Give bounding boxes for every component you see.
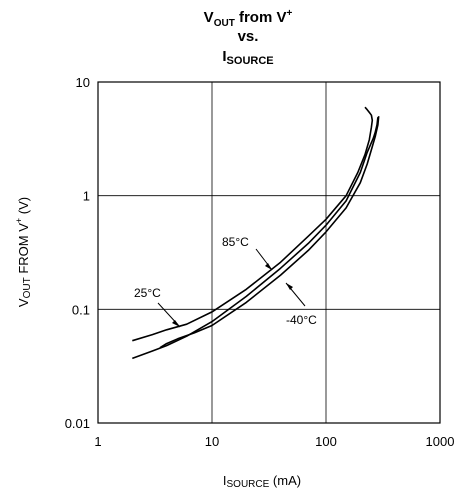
y-tick-label: 10 [76,75,90,90]
chart-title-line2: vs. [238,28,259,45]
annotation-arrowhead-85c [265,263,272,270]
plot-frame [97,81,441,424]
annotation-label-25c: 25°C [134,286,161,300]
x-tick-label: 100 [315,434,337,449]
y-axis-label: VOUT FROM V+ (V) [14,197,33,307]
series-line-0 [132,117,379,360]
series-line-2 [159,116,380,349]
grid [98,82,440,423]
annotation-85c: 85°C [222,235,273,271]
annotation-arrowhead-minus40c [286,283,293,290]
y-tick-labels: 0.01 0.1 1 10 [65,75,90,431]
annotation-minus40c: -40°C [285,282,317,327]
x-axis-label: ISOURCE (mA) [223,473,301,490]
x-tick-label: 1 [94,434,101,449]
y-tick-label: 0.01 [65,416,90,431]
annotation-label-minus40c: -40°C [286,313,317,327]
y-tick-label: 1 [83,189,90,204]
chart-title-line1: VOUT from V+ [204,8,293,29]
annotation-label-85c: 85°C [222,235,249,249]
y-tick-label: 0.1 [72,302,90,317]
series-lines [132,106,380,360]
x-tick-label: 1000 [426,434,454,449]
series-line-1 [132,106,374,342]
x-tick-label: 10 [205,434,219,449]
x-tick-labels: 1 10 100 1000 [94,434,454,449]
chart-title-line3: ISOURCE [222,48,273,67]
annotation-arrowhead-25c [172,320,180,327]
annotation-25c: 25°C [134,286,181,328]
